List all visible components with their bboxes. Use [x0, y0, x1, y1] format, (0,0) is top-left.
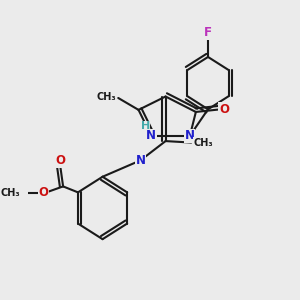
Text: N: N [185, 129, 195, 142]
Text: O: O [38, 186, 48, 200]
Text: CH₃: CH₃ [97, 92, 116, 102]
Text: H: H [141, 121, 150, 131]
Text: CH₃: CH₃ [0, 188, 20, 198]
Text: CH₃: CH₃ [194, 138, 213, 148]
Text: O: O [219, 103, 229, 116]
Text: O: O [56, 154, 65, 167]
Text: F: F [204, 26, 212, 39]
Text: N: N [135, 154, 146, 167]
Text: N: N [146, 129, 156, 142]
